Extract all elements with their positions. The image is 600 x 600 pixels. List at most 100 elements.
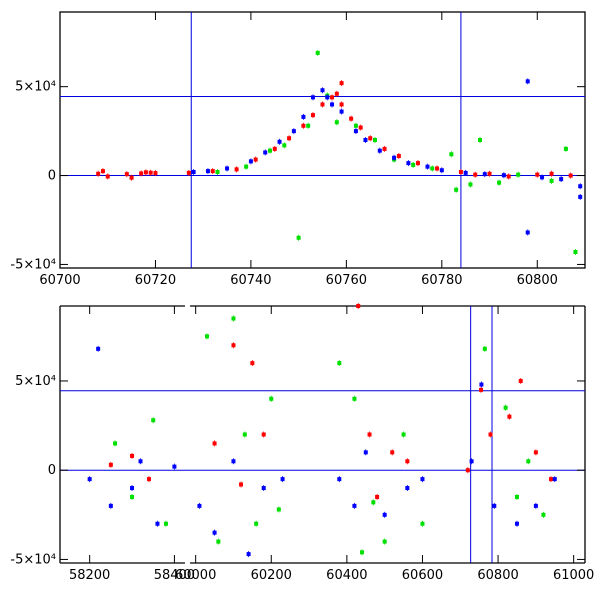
data-point [108, 462, 113, 467]
data-point [172, 464, 177, 469]
data-point [130, 494, 135, 499]
data-point [129, 175, 134, 180]
data-point [87, 477, 92, 482]
data-point [488, 432, 493, 437]
data-point [225, 166, 230, 171]
data-point [334, 91, 339, 96]
data-point [563, 146, 568, 151]
data-point [375, 494, 380, 499]
x-tick-label: 58200 [69, 568, 110, 583]
x-tick-label: 61000 [553, 568, 594, 583]
data-point [105, 174, 110, 179]
data-point [420, 521, 425, 526]
data-point [349, 116, 354, 121]
data-point [501, 173, 506, 178]
data-point [540, 175, 545, 180]
data-point [518, 378, 523, 383]
data-point [310, 95, 315, 100]
data-point [263, 150, 268, 155]
data-point [356, 304, 361, 308]
data-point [353, 129, 358, 134]
data-point [525, 79, 530, 84]
data-series [191, 78, 583, 236]
data-point [363, 138, 368, 142]
data-point [405, 486, 410, 491]
data-point [473, 172, 478, 177]
data-point [352, 503, 357, 508]
data-point [212, 530, 217, 535]
data-point [552, 477, 557, 482]
data-point [406, 161, 411, 166]
data-point [430, 166, 435, 171]
data-point [390, 450, 395, 455]
data-point [330, 102, 335, 107]
data-point [482, 172, 487, 177]
top-panel: -5×10⁴ 0 5×10⁴ 60700 60720 60740 60760 60780 608… [10, 11, 586, 288]
y-tick-label: -5×10⁴ [10, 552, 56, 567]
data-point [514, 494, 519, 499]
y-tick-label: 5×10⁴ [15, 80, 56, 95]
data-point [449, 152, 454, 157]
data-point [151, 418, 156, 423]
x-tick-label: 60720 [135, 273, 176, 288]
x-tick-label: 60800 [517, 273, 558, 288]
data-series [96, 80, 573, 181]
data-point [469, 459, 474, 464]
data-point [549, 178, 554, 183]
data-point [254, 521, 259, 526]
data-point [100, 169, 105, 174]
data-point [497, 180, 502, 185]
data-point [231, 316, 236, 321]
data-point [248, 159, 253, 164]
data-point [503, 405, 508, 410]
data-point [113, 441, 118, 446]
data-point [337, 477, 342, 482]
data-point [463, 170, 468, 175]
data-point [268, 148, 272, 153]
data-point [250, 361, 255, 366]
data-point [216, 539, 221, 544]
data-point [277, 139, 282, 144]
data-point [146, 477, 151, 482]
data-point [405, 459, 410, 464]
data-point [359, 550, 364, 555]
data-point [392, 155, 397, 160]
data-point [578, 194, 583, 199]
data-point [205, 334, 210, 339]
x-tick-label: 60200 [251, 568, 292, 583]
data-point [396, 154, 401, 158]
data-point [210, 169, 215, 174]
data-point [479, 382, 484, 387]
data-point [506, 174, 511, 179]
data-point [320, 102, 325, 107]
data-point [482, 346, 487, 351]
data-point [334, 120, 339, 125]
data-point [377, 148, 382, 153]
data-point [373, 138, 377, 142]
data-point [492, 503, 497, 508]
y-tick-label: 5×10⁴ [15, 374, 56, 389]
data-point [325, 95, 330, 100]
data-point [465, 468, 470, 473]
data-point [337, 361, 342, 366]
data-point [163, 521, 168, 526]
data-point [276, 507, 281, 512]
data-point [549, 171, 554, 176]
x-tick-label: 60600 [402, 568, 443, 583]
data-point [363, 450, 368, 455]
data-point [478, 138, 482, 142]
data-point [526, 459, 531, 464]
data-point [280, 477, 285, 482]
y-tick-label: 0 [48, 463, 56, 478]
data-point [425, 164, 430, 169]
data-point [479, 387, 484, 392]
data-point [507, 414, 512, 419]
data-point [382, 539, 387, 544]
data-point [253, 157, 258, 162]
data-point [315, 50, 320, 55]
data-point [411, 162, 416, 167]
data-point [535, 172, 540, 177]
data-point [301, 114, 306, 119]
data-series [87, 345, 557, 558]
data-point [371, 500, 376, 505]
